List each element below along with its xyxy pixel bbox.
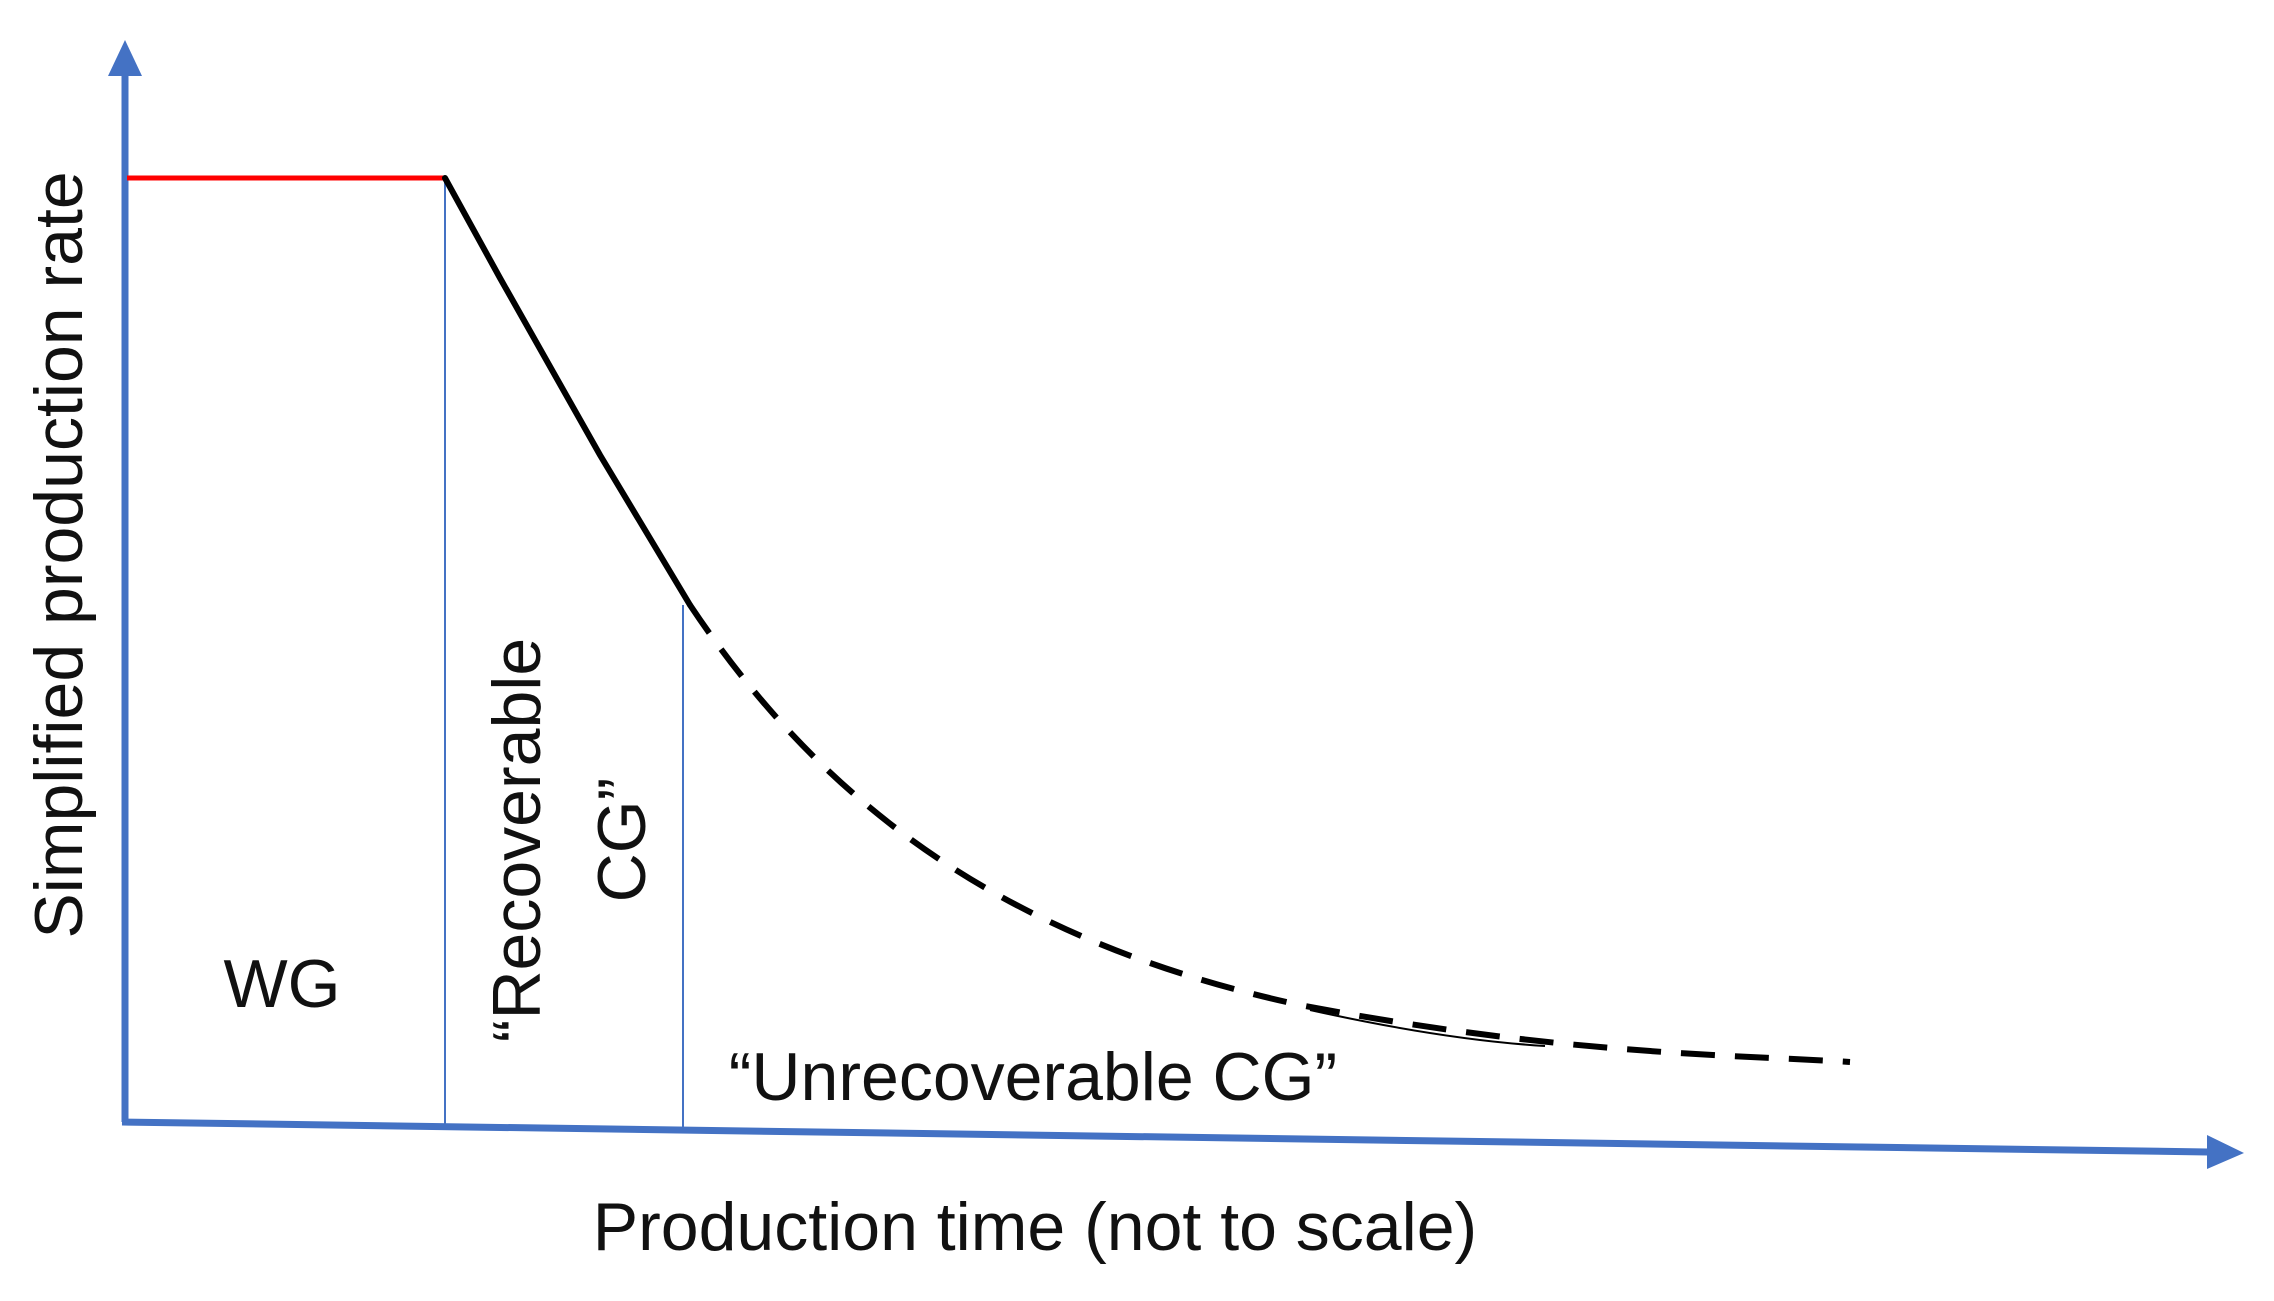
- region-label-unrecoverable: “Unrecoverable CG”: [729, 1039, 1337, 1115]
- decline-solid-curve: [442, 175, 693, 608]
- x-axis-arrowhead: [2207, 1135, 2244, 1169]
- decline-dashed-curve: [687, 603, 1851, 1065]
- y-axis-arrowhead: [108, 40, 142, 76]
- region-label-wg: WG: [223, 946, 340, 1022]
- x-axis-label: Production time (not to scale): [593, 1189, 1477, 1265]
- decline-faint-stroke: [1309, 1009, 1546, 1047]
- x-axis: [121, 1118, 2209, 1156]
- y-axis-label: Simplified production rate: [21, 171, 97, 938]
- region-label-recoverable-line2: CG”: [584, 778, 660, 903]
- region-label-recoverable-line1: “Recoverable: [479, 638, 555, 1042]
